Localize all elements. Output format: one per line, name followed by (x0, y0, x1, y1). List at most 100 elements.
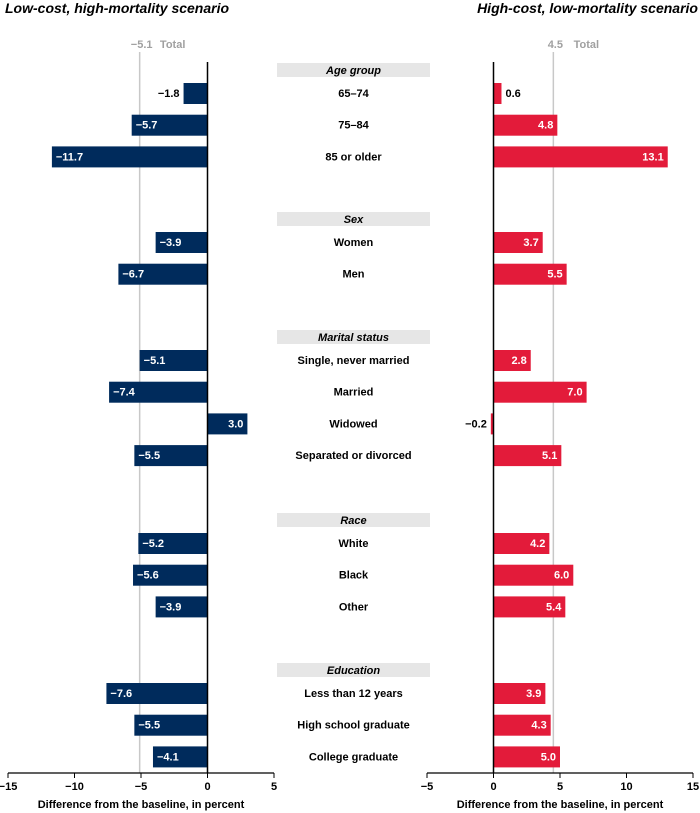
bar (207, 413, 248, 435)
category-label: Single, never married (298, 355, 410, 367)
bar (493, 350, 531, 371)
group-header-box (277, 663, 430, 677)
total-label: Total (574, 39, 599, 51)
bar (493, 232, 543, 253)
group-header: Education (327, 665, 380, 677)
category-label: 85 or older (325, 151, 382, 163)
data-label: −5.7 (136, 120, 158, 132)
data-label: 2.8 (511, 355, 526, 367)
bar (155, 596, 208, 618)
bar (493, 533, 550, 554)
bar (106, 683, 208, 704)
x-axis-label: Difference from the baseline, in percent (457, 799, 664, 811)
category-label: Widowed (329, 418, 377, 430)
bar (152, 746, 208, 768)
group-header: Marital status (318, 332, 389, 344)
data-label: −7.6 (110, 688, 132, 700)
data-label: 4.3 (531, 720, 546, 732)
data-label: −5.2 (142, 538, 164, 550)
category-label: Other (339, 601, 369, 613)
total-label: Total (160, 39, 185, 51)
bar (133, 564, 208, 586)
panel-title: Low-cost, high-mortality scenario (5, 0, 229, 16)
bar (493, 714, 551, 736)
category-label: Separated or divorced (295, 450, 411, 462)
group-header: Race (340, 515, 366, 527)
x-axis-label: Difference from the baseline, in percent (38, 799, 245, 811)
data-label: −6.7 (122, 269, 144, 281)
bar (155, 232, 208, 253)
data-label: 5.5 (547, 269, 562, 281)
group-header-box (277, 212, 430, 226)
category-label: Married (334, 387, 374, 399)
data-label: −11.7 (56, 151, 83, 163)
data-label: 3.7 (523, 237, 538, 249)
total-value-label: 4.5 (548, 39, 563, 51)
x-tick-label: 0 (204, 781, 210, 793)
data-label: 13.1 (642, 151, 663, 163)
category-label: Women (334, 237, 374, 249)
x-tick-label: 5 (557, 781, 563, 793)
bar (490, 413, 494, 435)
bar (183, 83, 208, 104)
bar (493, 445, 562, 467)
data-label: −5.5 (138, 720, 160, 732)
group-header: Age group (325, 65, 381, 77)
total-value-label: −5.1 (131, 39, 153, 51)
data-label: 6.0 (554, 570, 569, 582)
bar (134, 714, 208, 736)
bar (493, 746, 560, 768)
bar (118, 263, 208, 285)
data-label: −5.1 (144, 355, 166, 367)
category-label: College graduate (309, 751, 398, 763)
x-tick-label: −10 (65, 781, 84, 793)
x-tick-label: 15 (687, 781, 699, 793)
data-label: −5.5 (138, 450, 160, 462)
panel-title: High-cost, low-mortality scenario (477, 0, 698, 16)
data-label: −4.1 (157, 751, 179, 763)
data-label: −5.6 (137, 570, 159, 582)
data-label: 4.2 (530, 538, 545, 550)
x-tick-label: 10 (620, 781, 632, 793)
bar (493, 381, 587, 403)
x-tick-label: 0 (490, 781, 496, 793)
bar (493, 596, 566, 618)
bar (493, 263, 567, 285)
data-label: 5.1 (542, 450, 557, 462)
category-label: White (339, 538, 369, 550)
bar (493, 683, 546, 704)
group-header-box (277, 513, 430, 527)
category-label: High school graduate (297, 720, 409, 732)
category-label: Black (339, 570, 369, 582)
bar (138, 533, 208, 554)
x-tick-label: 5 (271, 781, 277, 793)
data-label: 5.0 (541, 751, 556, 763)
data-label: −3.9 (160, 237, 182, 249)
group-header: Sex (344, 214, 364, 226)
bar (493, 146, 668, 168)
x-tick-label: −15 (0, 781, 17, 793)
data-label: −0.2 (465, 418, 487, 430)
bar (493, 564, 574, 586)
data-label: −7.4 (113, 387, 136, 399)
data-label: 4.8 (538, 120, 553, 132)
bar (493, 114, 558, 136)
data-label: 0.6 (505, 88, 520, 100)
data-label: −1.8 (158, 88, 180, 100)
bar (134, 445, 208, 467)
category-label: 65–74 (338, 88, 369, 100)
data-label: 7.0 (567, 387, 582, 399)
bar (51, 146, 208, 168)
category-label: 75–84 (338, 120, 369, 132)
data-label: 3.0 (228, 418, 243, 430)
data-label: 3.9 (526, 688, 541, 700)
bar (131, 114, 208, 136)
bar (493, 83, 502, 104)
data-label: 5.4 (546, 601, 562, 613)
group-header-box (277, 330, 430, 344)
x-tick-label: −5 (421, 781, 434, 793)
category-label: Less than 12 years (304, 688, 402, 700)
bar (109, 381, 208, 403)
